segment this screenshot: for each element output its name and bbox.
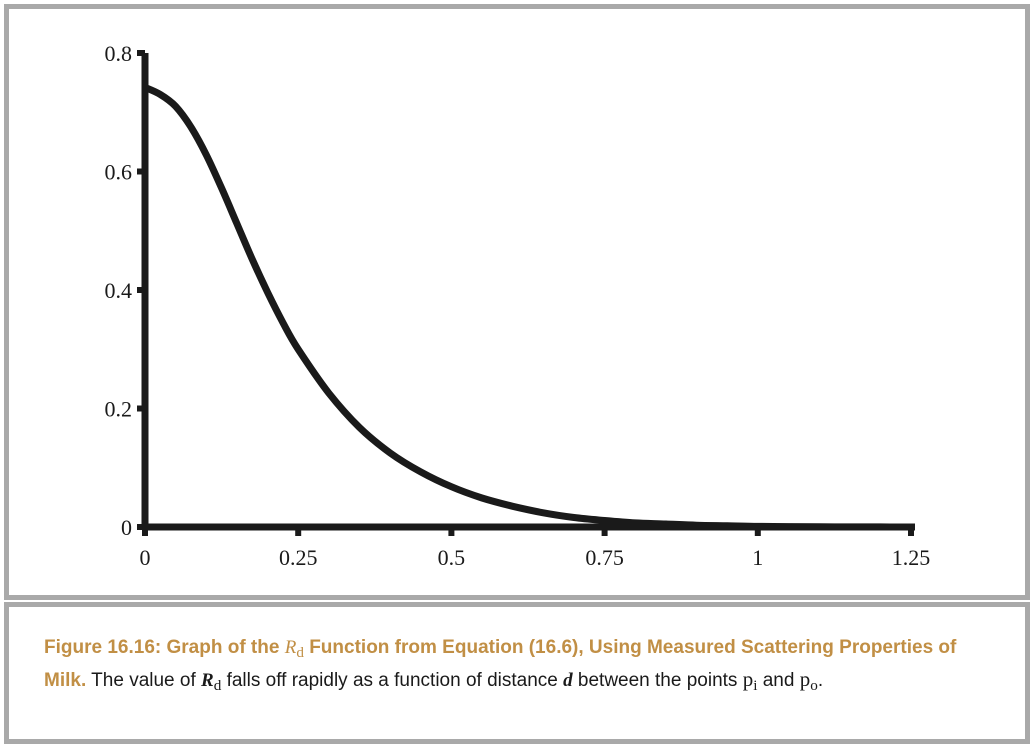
caption-body-symbol: R	[201, 669, 214, 691]
caption-body: The value of Rd falls off rapidly as a f…	[86, 666, 824, 694]
y-tick-label: 0.8	[105, 41, 133, 66]
y-tick-label: 0.4	[105, 278, 133, 303]
caption-point-pi: p	[742, 666, 754, 691]
caption-body-subscript: d	[213, 676, 222, 694]
x-tick-label: 0.75	[585, 545, 624, 570]
x-tick-label: 0.25	[279, 545, 318, 570]
y-tick-label: 0	[121, 515, 132, 540]
tick-labels-group: 0 0.25 0.5 0.75 1 1.25 0 0.2 0.4 0.6 0.8	[105, 41, 931, 570]
axes-group	[141, 53, 915, 531]
y-tick-label: 0.2	[105, 397, 133, 422]
caption-title-subscript: d	[296, 643, 304, 661]
x-tick-label: 1.25	[892, 545, 931, 570]
ticks-group	[137, 50, 914, 536]
x-tick-label: 1	[752, 545, 763, 570]
x-tick-label: 0	[140, 545, 151, 570]
plot-frame: 0 0.25 0.5 0.75 1 1.25 0 0.2 0.4 0.6 0.8	[4, 4, 1030, 600]
figure-caption: Figure 16.16: Graph of the Rd Function f…	[44, 635, 999, 699]
caption-title: Figure 16.16: Graph of the Rd Function f…	[44, 637, 957, 691]
caption-point-po: p	[799, 666, 811, 691]
series-line-r-d	[141, 83, 915, 531]
x-tick-label: 0.5	[438, 545, 466, 570]
caption-body-var: d	[563, 669, 573, 691]
caption-title-symbol: R	[284, 637, 297, 658]
caption-frame: Figure 16.16: Graph of the Rd Function f…	[4, 602, 1030, 744]
r-d-chart: 0 0.25 0.5 0.75 1 1.25 0 0.2 0.4 0.6 0.8	[105, 41, 931, 570]
y-tick-label: 0.6	[105, 160, 133, 185]
